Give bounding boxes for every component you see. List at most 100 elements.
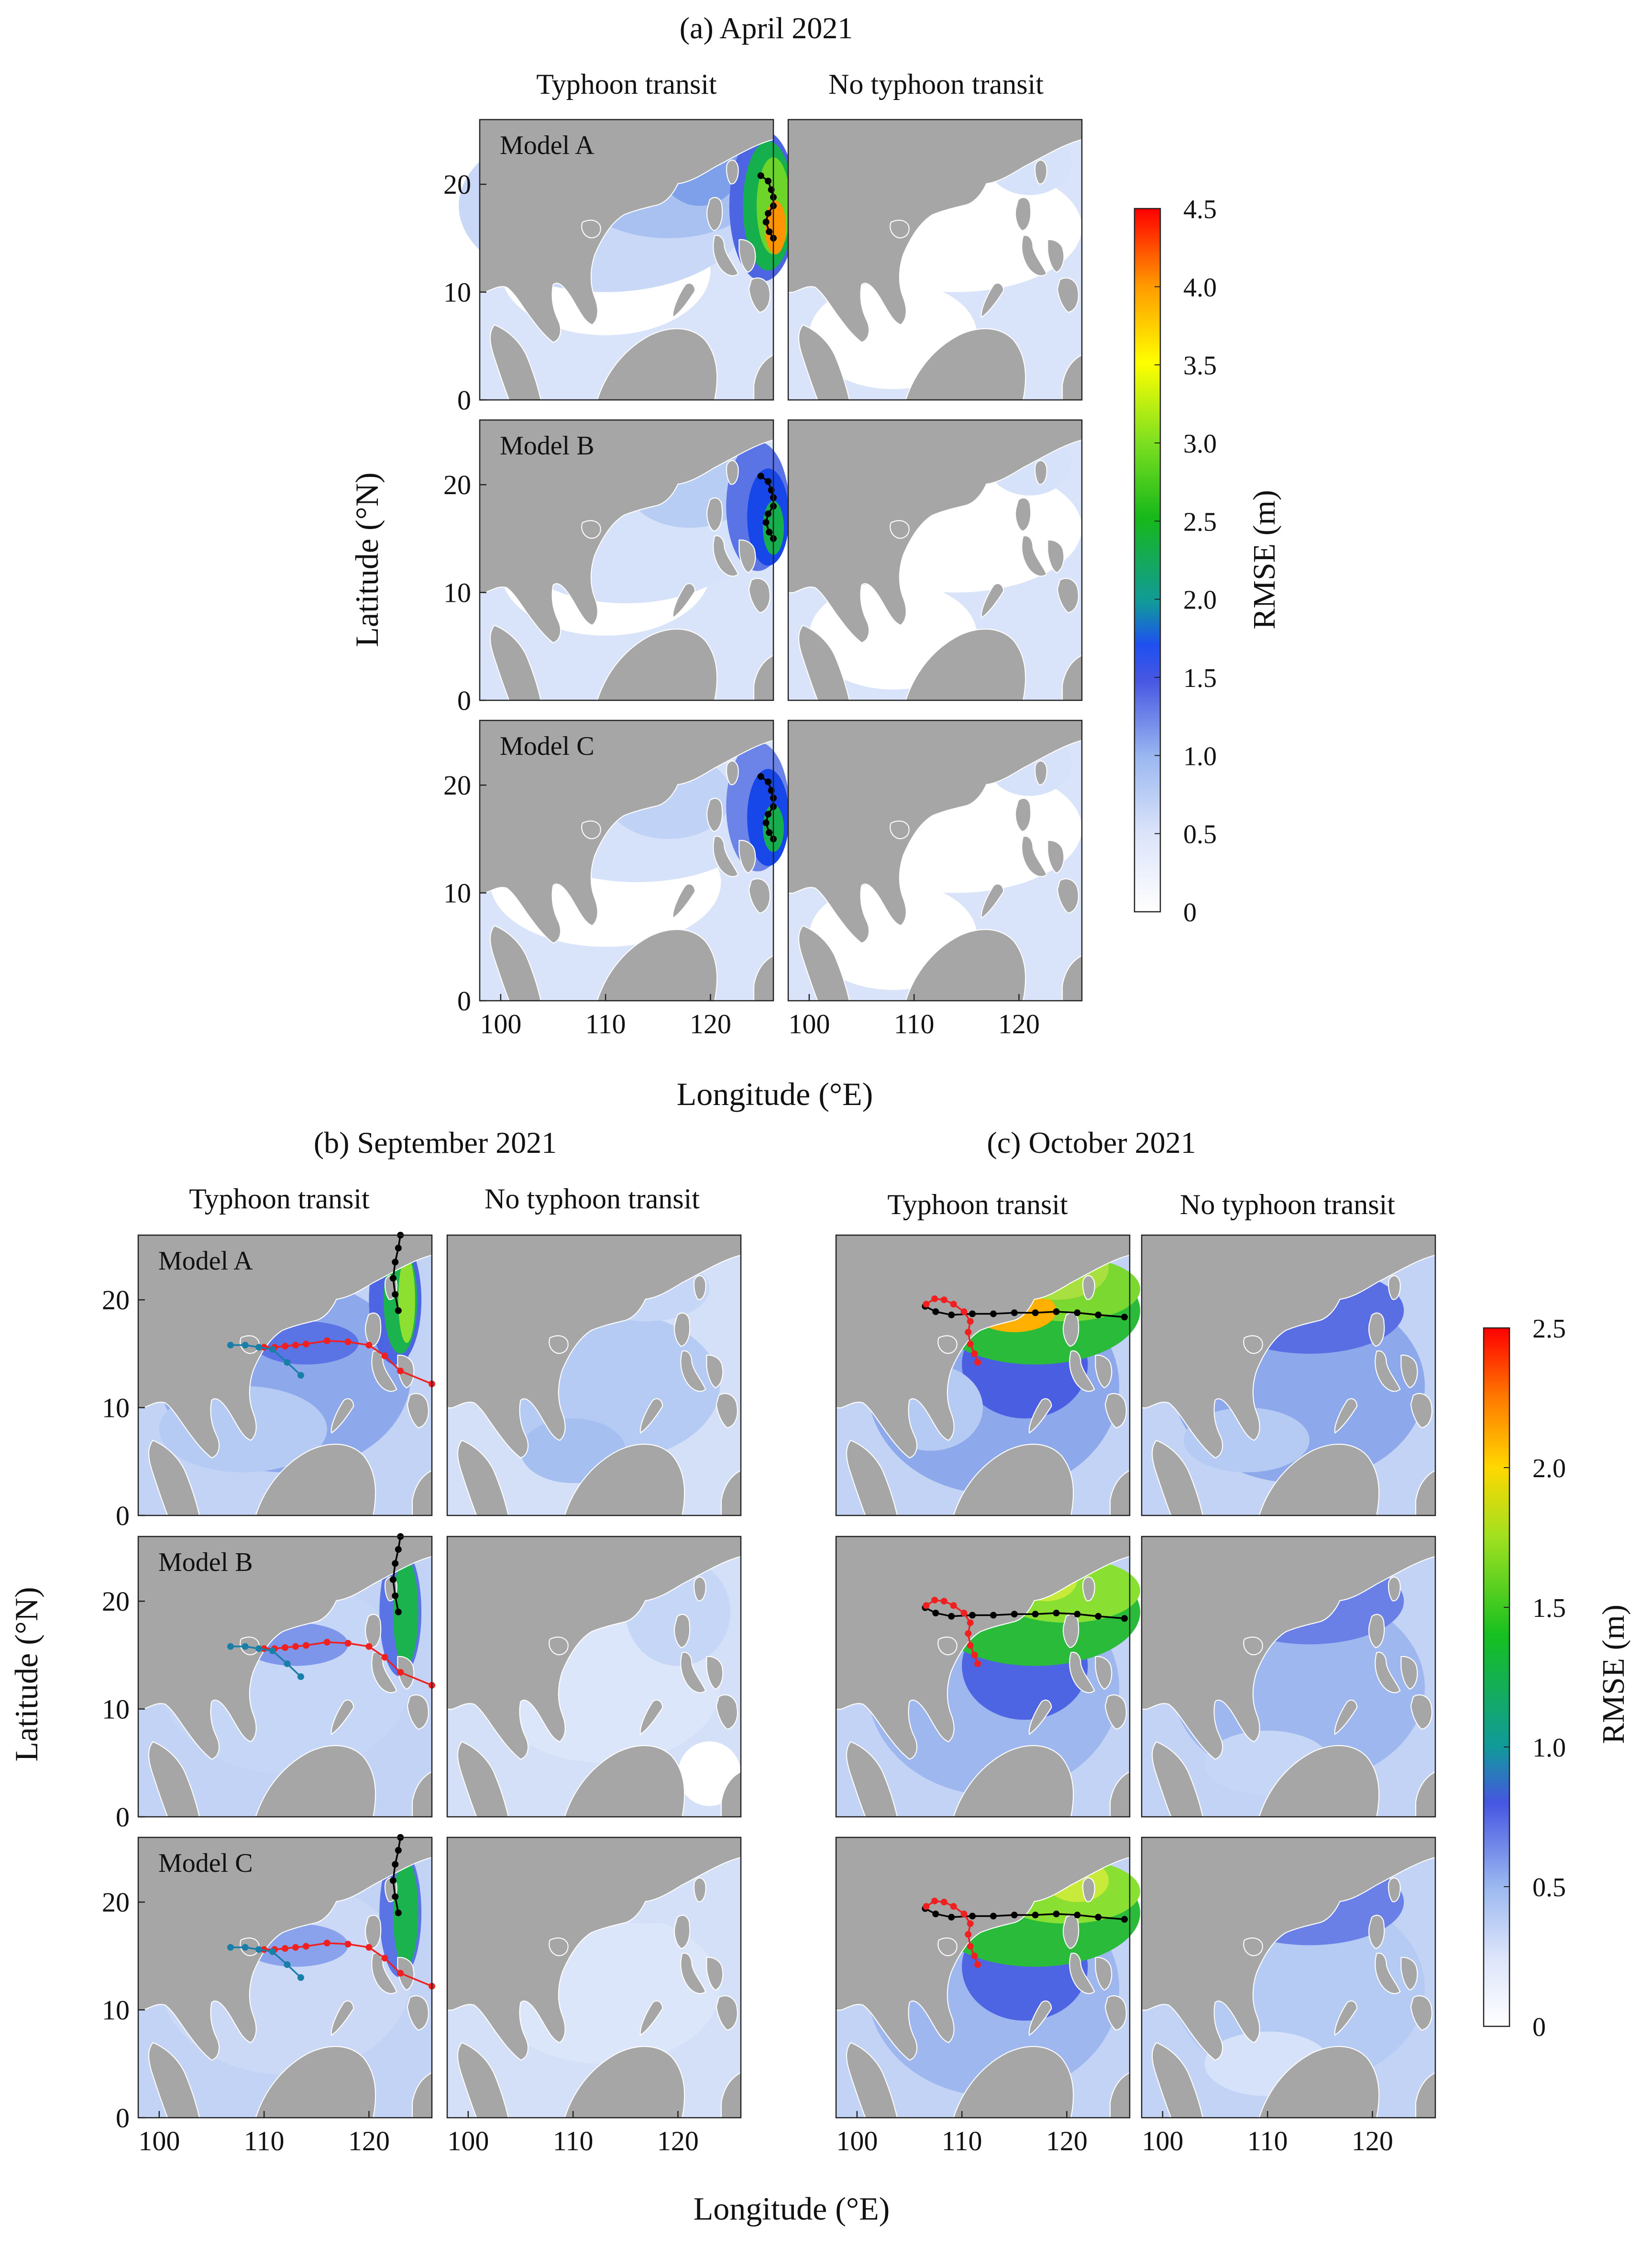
typhoon-track-point [1095, 1613, 1102, 1620]
typhoon-track-point [344, 1640, 352, 1647]
column-title-no-typhoon: No typhoon transit [828, 68, 1044, 100]
typhoon-track-point [971, 1952, 978, 1959]
y-tick-label: 20 [443, 770, 471, 801]
typhoon-track-point [971, 1350, 978, 1357]
typhoon-track-point [284, 1660, 291, 1667]
colorbar-a: 0 0.5 1.0 1.5 2.0 2.5 3.0 3.5 4.0 4.5 [1134, 195, 1217, 928]
typhoon-track-point [297, 1673, 304, 1680]
typhoon-track-point [284, 1359, 291, 1366]
panel-frame [137, 1234, 433, 1516]
typhoon-track-point [302, 1340, 309, 1348]
y-tick-label: 0 [116, 2102, 130, 2133]
model-label: Model C [500, 731, 595, 761]
typhoon-track-point [967, 1642, 974, 1649]
panel-frame [835, 1536, 1131, 1818]
model-label: Model B [500, 431, 595, 461]
x-tick-label: 110 [942, 2125, 982, 2156]
typhoon-track-point [284, 1961, 291, 1968]
typhoon-track-point [757, 473, 764, 480]
panel-frame [835, 1836, 1131, 2119]
map-panel-a-typhoon-0: Model A 0 10 20 [443, 119, 797, 416]
panel-frame [1141, 1536, 1436, 1818]
typhoon-track-point [389, 1275, 396, 1282]
panel-frame [446, 1536, 742, 1818]
y-tick-label: 20 [102, 1586, 130, 1617]
typhoon-track-point [292, 1643, 299, 1650]
y-tick-label: 10 [443, 277, 471, 308]
typhoon-track-point [967, 1920, 974, 1927]
typhoon-track-point [1011, 1912, 1018, 1919]
y-axis-label-b: Latitude (°N) [8, 1587, 44, 1761]
colorbar-bc: 0 0.5 1.0 1.5 2.0 2.5 [1483, 1314, 1566, 2042]
typhoon-track-point [381, 1352, 388, 1360]
typhoon-track-point [392, 1291, 399, 1298]
panel-frame [787, 119, 1083, 401]
map-panel-c-typhoon-1 [835, 1536, 1140, 1818]
typhoon-track-red [925, 1298, 979, 1363]
typhoon-track-point [965, 1630, 972, 1637]
typhoon-track-point [365, 1944, 373, 1951]
typhoon-track-point [923, 1903, 930, 1910]
typhoon-track-point [971, 1651, 978, 1658]
y-tick-label: 10 [102, 1393, 130, 1424]
rmse-contour [398, 1257, 415, 1343]
typhoon-track-point [255, 1645, 263, 1652]
typhoon-track-point [932, 1308, 939, 1315]
colorbar-tick-label: 1.0 [1183, 741, 1217, 771]
typhoon-track-point [969, 1310, 976, 1317]
typhoon-track-point [269, 1647, 276, 1654]
panel-frame [1141, 1836, 1436, 2119]
typhoon-track-point [392, 1259, 399, 1266]
typhoon-track-red [925, 1900, 979, 1965]
typhoon-track-point [227, 1944, 234, 1951]
x-tick-label: 100 [1142, 2125, 1183, 2156]
column-title-no-typhoon-c: No typhoon transit [1180, 1189, 1395, 1220]
colorbar-label-bc: RMSE (m) [1596, 1604, 1631, 1744]
colorbar-tick-label: 2.0 [1532, 1454, 1566, 1483]
typhoon-track-point [344, 1941, 352, 1948]
typhoon-track-point [1095, 1311, 1102, 1318]
y-tick-label: 10 [443, 577, 471, 608]
x-tick-label: 100 [447, 2125, 489, 2156]
typhoon-track-point [282, 1644, 288, 1651]
typhoon-track-point [392, 1592, 399, 1599]
typhoon-track-point [395, 1847, 402, 1854]
typhoon-track-point [397, 1969, 404, 1977]
map-panel-b-none-2: 100 110 120 [446, 1836, 742, 2156]
typhoon-track-point [269, 1948, 276, 1955]
colorbar-label-a: RMSE (m) [1247, 490, 1282, 630]
typhoon-track-point [932, 1610, 939, 1617]
rmse-contour [393, 1859, 419, 1967]
x-axis-label-a: Longitude (°E) [677, 1076, 873, 1112]
typhoon-track-point [940, 1296, 947, 1304]
x-tick-label: 110 [1247, 2125, 1288, 2156]
map-panel-a-none-2: 100 110 120 [787, 719, 1083, 1039]
x-tick-label: 100 [836, 2125, 878, 2156]
y-tick-label: 0 [116, 1500, 130, 1531]
typhoon-track-point [940, 1598, 947, 1605]
map-panel-c-none-2: 100 110 120 [1141, 1836, 1436, 2156]
column-title-typhoon: Typhoon transit [536, 68, 717, 100]
y-tick-label: 10 [102, 1995, 130, 2026]
typhoon-track-point [1011, 1611, 1018, 1618]
typhoon-track-point [940, 1899, 947, 1906]
panel-frame [835, 1234, 1131, 1516]
typhoon-track-point [1053, 1911, 1060, 1918]
typhoon-track-point [950, 1301, 957, 1308]
typhoon-track-point [1011, 1309, 1018, 1316]
colorbar-tick-label: 1.5 [1183, 663, 1217, 693]
x-tick-label: 120 [348, 2125, 390, 2156]
typhoon-track-point [765, 210, 772, 217]
typhoon-track-point [931, 1596, 938, 1603]
panel-frame [479, 419, 774, 701]
typhoon-track-point [255, 1344, 263, 1351]
typhoon-track-point [255, 1946, 263, 1953]
typhoon-track-point [931, 1897, 938, 1904]
colorbar-tick-label: 2.5 [1183, 507, 1217, 537]
typhoon-track-point [974, 1660, 981, 1667]
model-label: Model A [158, 1246, 253, 1276]
map-panel-b-none-0 [446, 1234, 742, 1516]
panel-frame [446, 1234, 742, 1516]
typhoon-track-point [923, 1301, 930, 1308]
typhoon-track-point [1053, 1610, 1060, 1617]
